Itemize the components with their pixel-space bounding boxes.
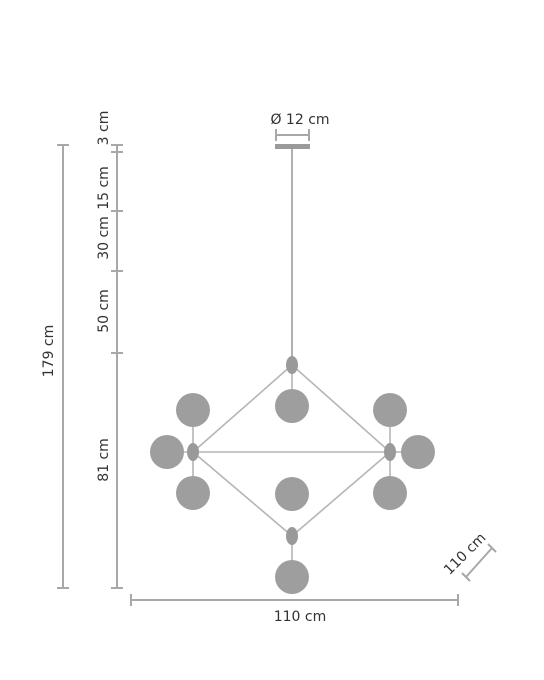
label-canopy-diameter: Ø 12 cm bbox=[270, 112, 329, 128]
globe bbox=[373, 393, 407, 427]
globe bbox=[373, 476, 407, 510]
label-width: 110 cm bbox=[274, 609, 327, 625]
globe bbox=[176, 476, 210, 510]
globe bbox=[401, 435, 435, 469]
label-segment-5: 81 cm bbox=[96, 438, 112, 482]
dimension-lines bbox=[57, 129, 497, 606]
joint-bottom bbox=[286, 527, 298, 545]
joint-right bbox=[384, 443, 396, 461]
depth-line bbox=[465, 547, 493, 578]
globe bbox=[176, 393, 210, 427]
label-segment-2: 15 cm bbox=[96, 166, 112, 210]
globe bbox=[275, 560, 309, 594]
joints bbox=[187, 356, 396, 545]
label-total-height: 179 cm bbox=[41, 325, 57, 378]
label-depth: 110 cm bbox=[441, 530, 489, 578]
label-segment-1: 3 cm bbox=[96, 111, 112, 146]
globes bbox=[150, 389, 435, 594]
canopy bbox=[275, 144, 310, 149]
globe bbox=[275, 477, 309, 511]
globe bbox=[150, 435, 184, 469]
label-segment-3: 30 cm bbox=[96, 216, 112, 260]
dimension-labels: 179 cm 3 cm 15 cm 30 cm 50 cm 81 cm Ø 12… bbox=[41, 111, 489, 625]
joint-top bbox=[286, 356, 298, 374]
globe bbox=[275, 389, 309, 423]
chandelier bbox=[150, 144, 435, 594]
joint-left bbox=[187, 443, 199, 461]
label-segment-4: 50 cm bbox=[96, 289, 112, 333]
